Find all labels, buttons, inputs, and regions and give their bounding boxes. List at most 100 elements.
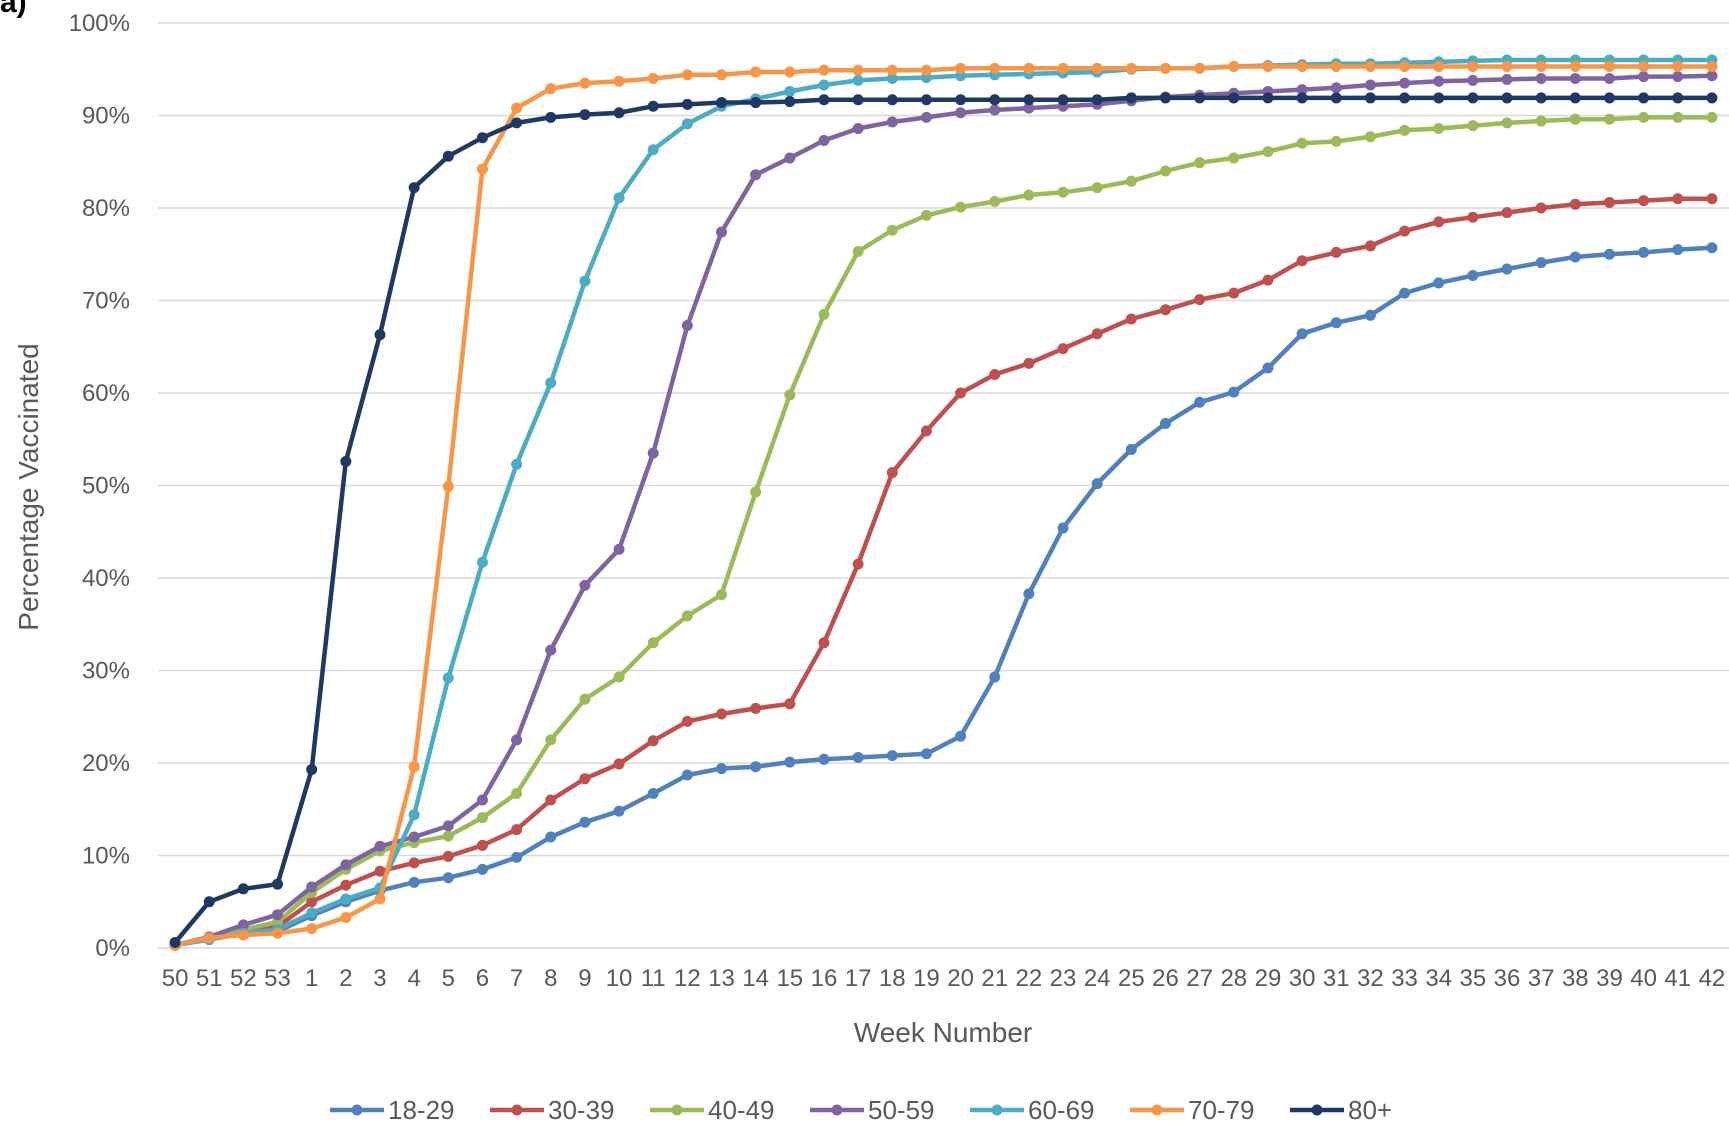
data-point	[511, 824, 522, 835]
data-point	[1058, 187, 1069, 198]
data-point	[1467, 120, 1478, 131]
data-point	[1536, 61, 1547, 72]
x-tick-label: 27	[1186, 965, 1213, 992]
data-point	[750, 67, 761, 78]
data-point	[1604, 92, 1615, 103]
x-axis-title: Week Number	[854, 1017, 1032, 1048]
data-point	[1058, 343, 1069, 354]
data-point	[1228, 61, 1239, 72]
data-point	[1194, 157, 1205, 168]
data-point	[1638, 195, 1649, 206]
data-point	[1399, 125, 1410, 136]
x-tick-label: 34	[1425, 965, 1452, 992]
data-point	[477, 795, 488, 806]
data-point	[1706, 92, 1717, 103]
data-point	[1467, 92, 1478, 103]
data-point	[614, 758, 625, 769]
data-point	[784, 96, 795, 107]
data-point	[579, 580, 590, 591]
data-point	[306, 923, 317, 934]
data-point	[682, 716, 693, 727]
x-tick-label: 50	[162, 965, 189, 992]
series-70-79	[170, 61, 1718, 951]
data-point	[887, 750, 898, 761]
series-line	[175, 67, 1712, 946]
data-point	[853, 75, 864, 86]
data-point	[1092, 328, 1103, 339]
data-point	[340, 880, 351, 891]
data-point	[1502, 74, 1513, 85]
data-point	[1638, 71, 1649, 82]
data-point	[1023, 190, 1034, 201]
data-point	[1672, 71, 1683, 82]
data-point	[1365, 131, 1376, 142]
data-point	[750, 97, 761, 108]
data-point	[1467, 212, 1478, 223]
data-point	[750, 169, 761, 180]
series-layer	[170, 55, 1718, 951]
data-point	[1092, 182, 1103, 193]
data-point	[1570, 199, 1581, 210]
x-tick-label: 32	[1357, 965, 1384, 992]
legend-label: 30-39	[548, 1095, 615, 1125]
data-point	[579, 276, 590, 287]
x-tick-label: 31	[1323, 965, 1350, 992]
x-tick-label: 4	[407, 965, 420, 992]
data-point	[955, 63, 966, 74]
data-point	[1023, 588, 1034, 599]
data-point	[1058, 523, 1069, 534]
y-tick-label: 90%	[82, 103, 130, 130]
data-point	[545, 645, 556, 656]
x-tick-label: 52	[230, 965, 257, 992]
data-point	[887, 116, 898, 127]
data-point	[716, 227, 727, 238]
data-point	[989, 671, 1000, 682]
data-point	[1604, 114, 1615, 125]
data-point	[1058, 94, 1069, 105]
legend-swatch-marker	[512, 1105, 523, 1116]
data-point	[1331, 317, 1342, 328]
data-point	[1570, 73, 1581, 84]
data-point	[1536, 73, 1547, 84]
x-tick-label: 24	[1084, 965, 1111, 992]
x-tick-label: 19	[913, 965, 940, 992]
x-tick-label: 28	[1220, 965, 1247, 992]
y-tick-label: 10%	[82, 843, 130, 870]
x-tick-label: 1	[305, 965, 318, 992]
data-point	[409, 877, 420, 888]
data-point	[955, 94, 966, 105]
x-tick-label: 18	[879, 965, 906, 992]
data-point	[955, 202, 966, 213]
data-point	[818, 79, 829, 90]
x-tick-label: 22	[1016, 965, 1043, 992]
data-point	[511, 103, 522, 114]
series-line	[175, 117, 1712, 945]
data-point	[614, 76, 625, 87]
data-point	[614, 671, 625, 682]
y-tick-label: 40%	[82, 565, 130, 592]
legend-item: 80+	[1290, 1095, 1392, 1125]
legend-swatch-marker	[992, 1105, 1003, 1116]
data-point	[409, 761, 420, 772]
data-point	[1502, 207, 1513, 218]
data-point	[1638, 112, 1649, 123]
data-point	[1399, 288, 1410, 299]
legend: 18-29 30-39 40-49 50-59 60-69 70-79 80+	[330, 1095, 1392, 1125]
legend-label: 60-69	[1028, 1095, 1095, 1125]
data-point	[1672, 244, 1683, 255]
data-point	[1502, 117, 1513, 128]
legend-label: 50-59	[868, 1095, 935, 1125]
x-tick-label: 16	[811, 965, 838, 992]
data-point	[818, 94, 829, 105]
x-tick-label: 21	[981, 965, 1008, 992]
data-point	[1638, 92, 1649, 103]
data-point	[716, 97, 727, 108]
data-point	[204, 896, 215, 907]
data-point	[818, 65, 829, 76]
data-point	[648, 735, 659, 746]
data-point	[989, 196, 1000, 207]
data-point	[1023, 94, 1034, 105]
data-point	[1365, 79, 1376, 90]
x-tick-label: 2	[339, 965, 352, 992]
data-point	[887, 225, 898, 236]
